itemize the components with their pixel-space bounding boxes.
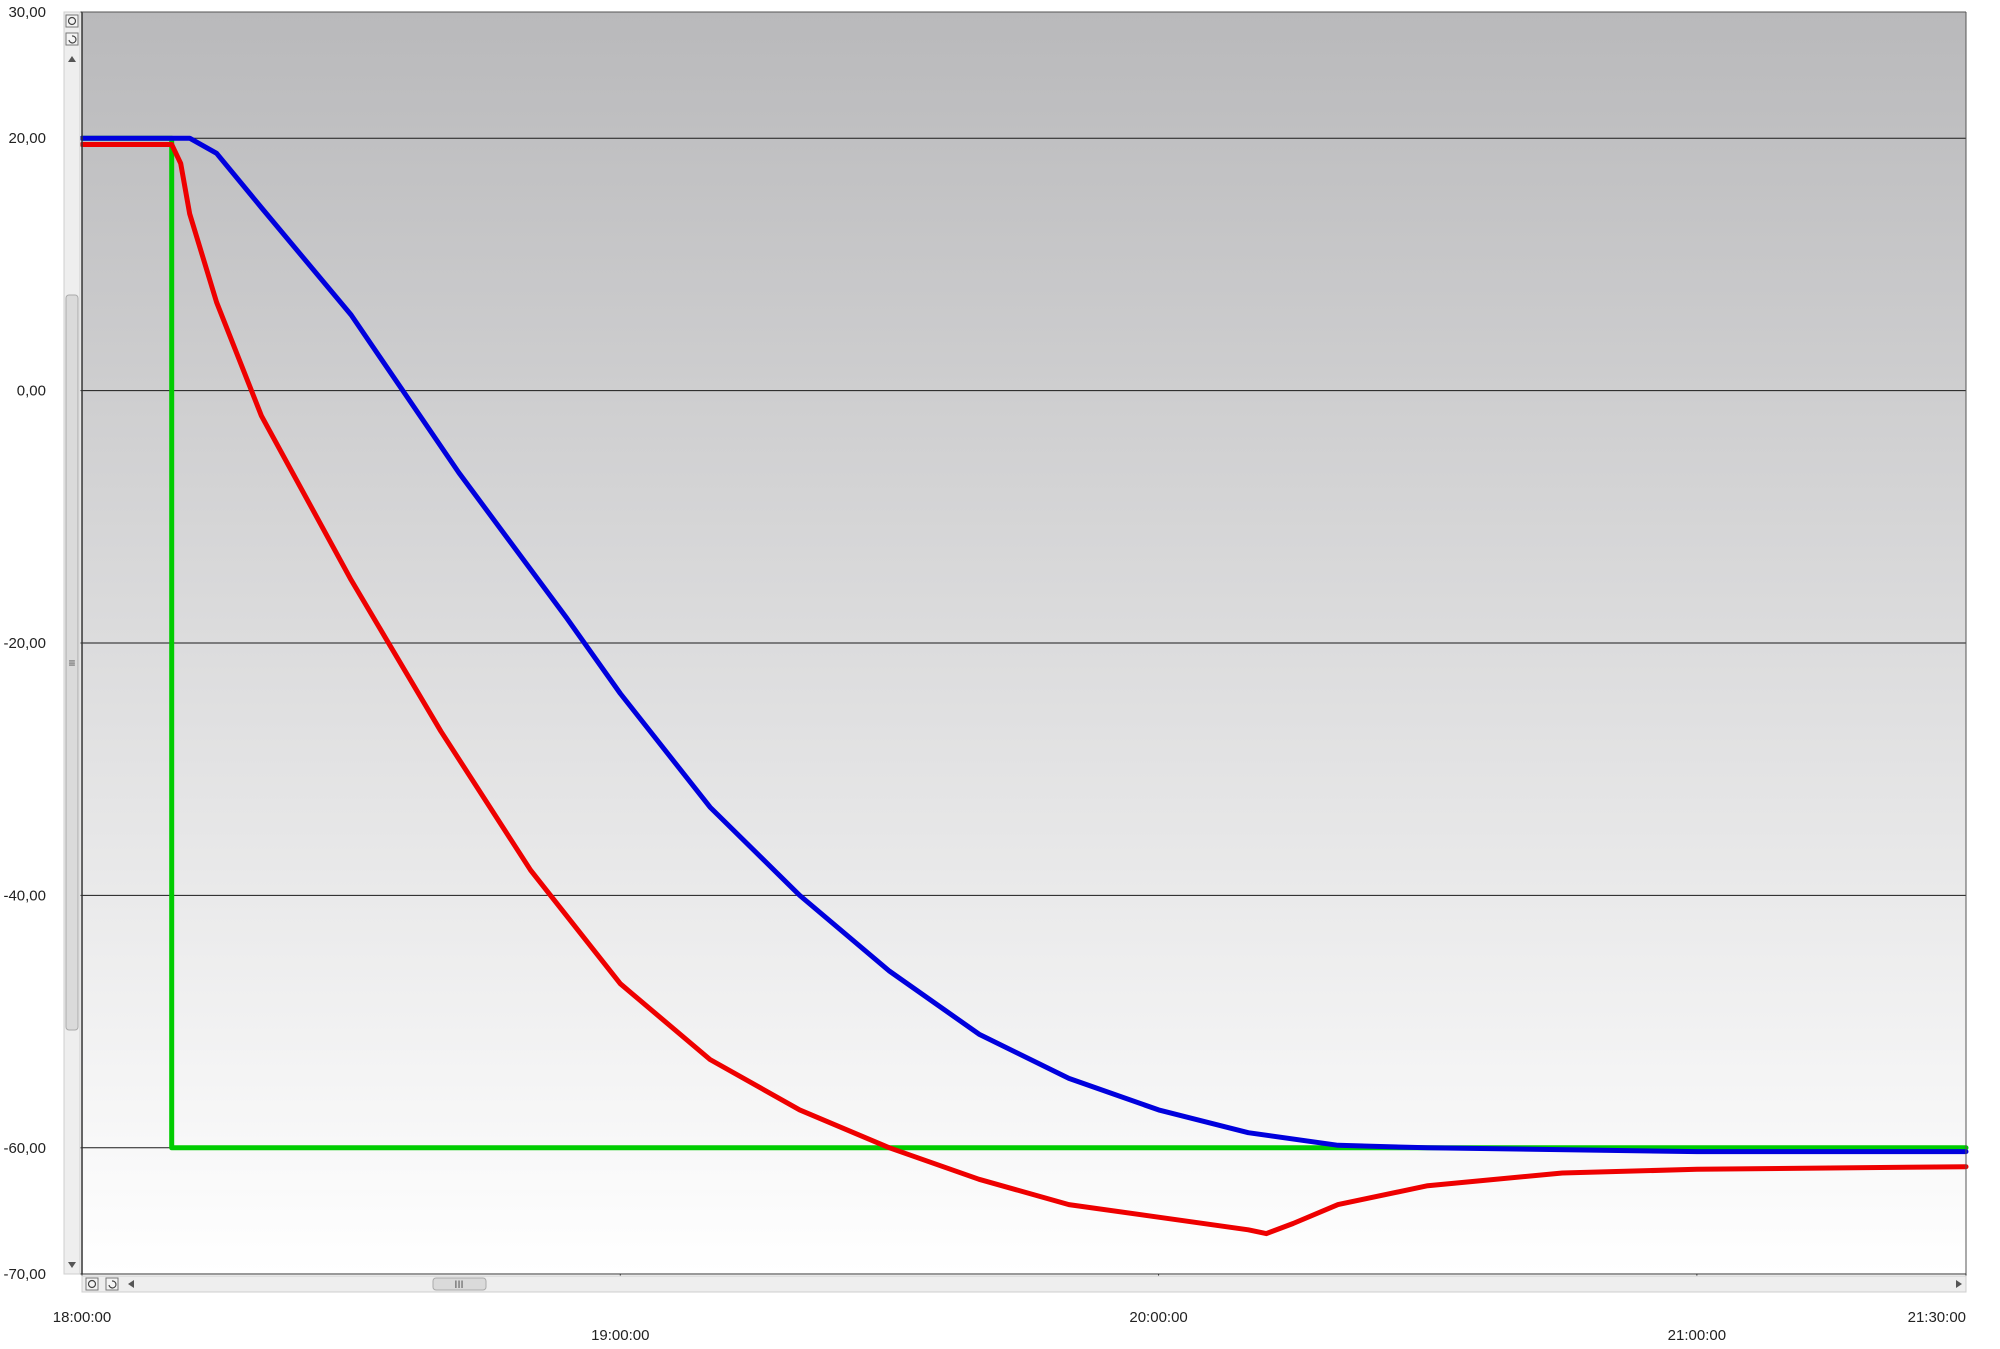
- x-tick-label: 18:00:00: [53, 1309, 111, 1326]
- zoom-undo-icon[interactable]: [65, 32, 79, 46]
- x-tick-label: 19:00:00: [591, 1327, 649, 1344]
- y-tick-label: 0,00: [17, 383, 46, 400]
- horizontal-scroll-thumb-grip: III: [454, 1279, 463, 1291]
- horizontal-scrollbar[interactable]: III: [81, 1275, 1967, 1293]
- zoom-reset-icon[interactable]: [65, 14, 79, 28]
- x-tick-label: 21:00:00: [1668, 1327, 1726, 1344]
- scroll-left-arrow-icon[interactable]: [128, 1280, 134, 1288]
- horizontal-scroll-thumb[interactable]: [432, 1277, 487, 1291]
- grid-layer: [82, 137, 1966, 1149]
- y-tick-label: -20,00: [3, 635, 46, 652]
- x-tick-label: 21:30:00: [1908, 1309, 1966, 1326]
- series-layer: [79, 135, 1969, 1237]
- y-tick-label: -40,00: [3, 887, 46, 904]
- y-tick-label: 30,00: [8, 4, 46, 21]
- scroll-right-arrow-icon[interactable]: [1956, 1280, 1962, 1288]
- x-tick-label: 20:00:00: [1129, 1309, 1187, 1326]
- vertical-scroll-thumb-grip: ≡: [68, 656, 75, 670]
- series-line-1: [79, 135, 1969, 1155]
- y-tick-label: -60,00: [3, 1140, 46, 1157]
- zoom-undo-x-icon[interactable]: [105, 1277, 119, 1291]
- zoom-reset-x-icon[interactable]: [85, 1277, 99, 1291]
- y-tick-label: 20,00: [8, 130, 46, 147]
- series-line-2: [79, 142, 1969, 1237]
- y-tick-label: -70,00: [3, 1266, 46, 1283]
- x-axis-ticks: 18:00:00 19:00:00 20:00:00 21:00:00 21:30:00: [53, 1274, 1967, 1344]
- vertical-scroll-thumb[interactable]: [65, 294, 79, 1031]
- y-axis-ticks: 30,00 20,00 0,00 -20,00 -40,00 -60,00 -70,00: [3, 4, 82, 1283]
- scroll-up-arrow-icon[interactable]: [68, 56, 76, 62]
- vertical-scrollbar[interactable]: ≡: [63, 11, 81, 1275]
- horizontal-scroll-track[interactable]: [81, 1275, 1967, 1293]
- scroll-down-arrow-icon[interactable]: [68, 1262, 76, 1268]
